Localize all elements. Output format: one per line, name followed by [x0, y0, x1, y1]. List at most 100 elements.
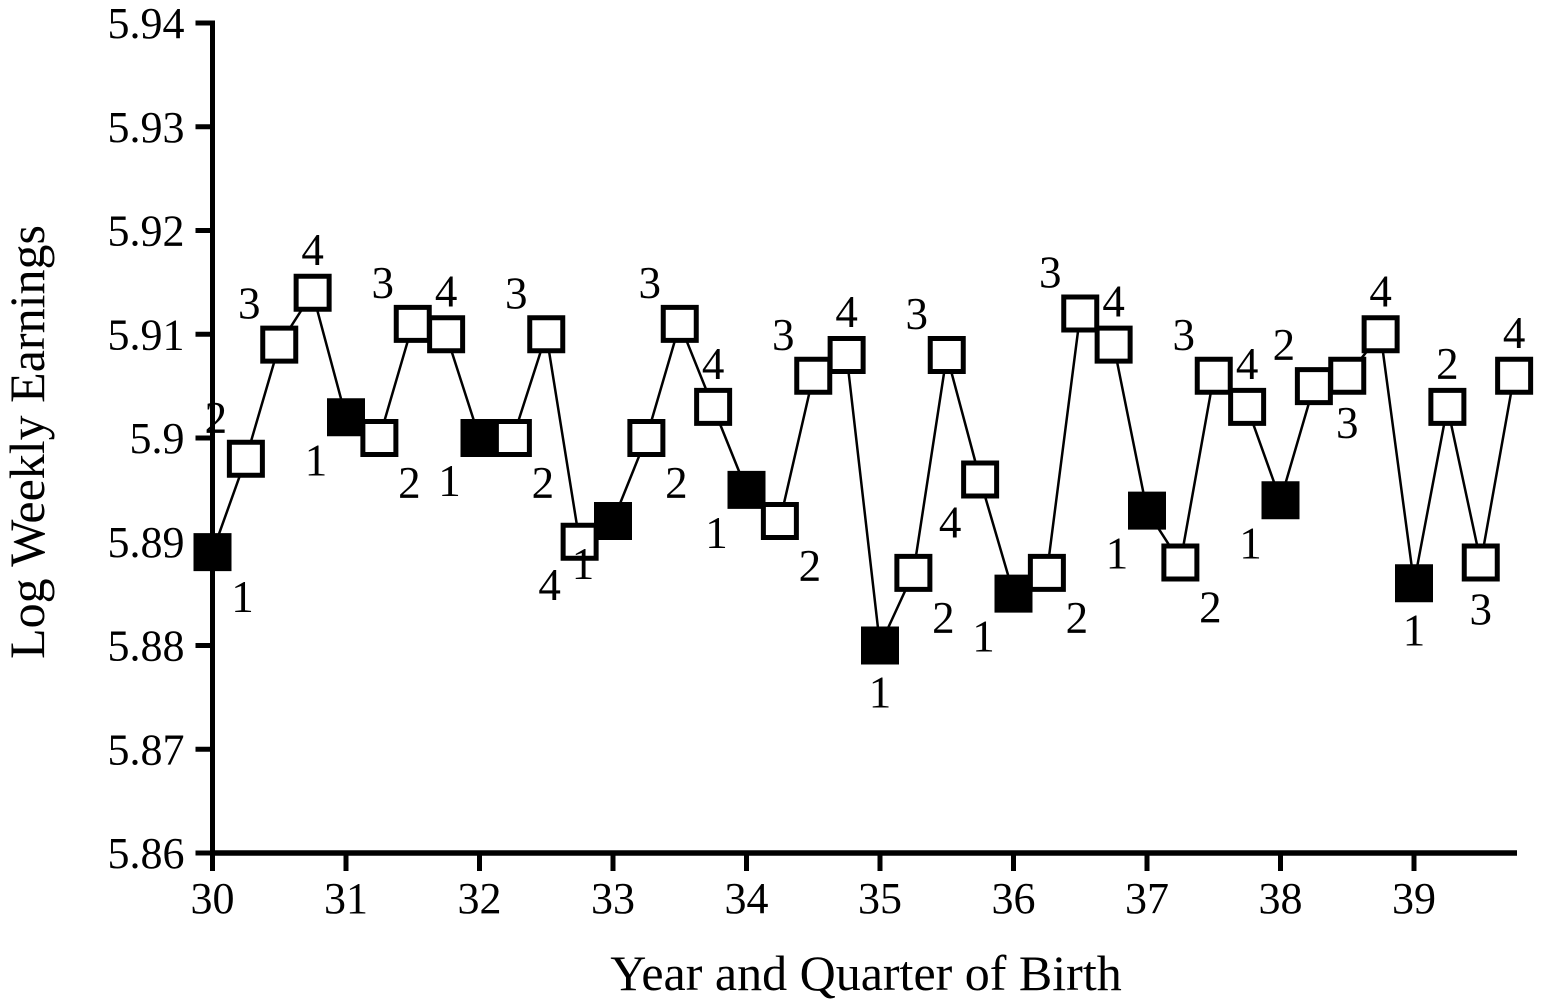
- quarter-open-marker: [226, 439, 265, 478]
- quarter-number-label: 3: [1039, 248, 1062, 298]
- quarter-number-label: 3: [372, 258, 395, 308]
- quarter-open-marker: [660, 304, 699, 343]
- quarter-open-marker: [1027, 553, 1066, 592]
- quarter-open-marker: [894, 553, 933, 592]
- quarter-open-marker: [1495, 356, 1534, 395]
- quarter-open-marker: [1061, 294, 1100, 333]
- quarter1-filled-marker: [193, 533, 232, 572]
- quarter-number-label: 3: [1470, 585, 1493, 635]
- quarter1-filled-marker: [1128, 491, 1166, 530]
- quarter-number-label: 2: [665, 458, 688, 508]
- quarter1-filled-marker: [727, 470, 766, 509]
- quarter-open-marker: [1461, 543, 1500, 582]
- x-tick-label: 32: [458, 874, 502, 923]
- x-tick-label: 34: [725, 874, 769, 923]
- quarter-number-label: 2: [398, 458, 421, 508]
- quarter-number-label: 1: [705, 508, 728, 558]
- quarter-number-label: 4: [1236, 339, 1259, 389]
- quarter-number-label: 2: [1199, 583, 1222, 633]
- x-tick-label: 39: [1392, 874, 1436, 923]
- x-tick-label: 31: [324, 874, 368, 923]
- quarter-open-marker: [694, 387, 733, 426]
- quarter-number-label: 2: [1273, 320, 1296, 370]
- quarter-open-marker: [493, 419, 532, 457]
- y-tick-label: 5.86: [108, 829, 185, 878]
- quarter-open-marker: [1161, 543, 1200, 582]
- quarter-open-marker: [427, 315, 466, 354]
- quarter-open-marker: [560, 522, 599, 561]
- quarter-number-label: 4: [301, 225, 324, 275]
- quarter-number-label: 2: [932, 593, 955, 643]
- x-tick-label: 30: [191, 874, 235, 923]
- quarter-number-label: 1: [231, 572, 254, 622]
- quarter-number-label: 3: [238, 279, 261, 329]
- quarter-open-marker: [1361, 315, 1400, 354]
- quarter-open-marker: [927, 336, 966, 374]
- y-tick-label: 5.92: [108, 207, 185, 256]
- quarter-number-label: 3: [1173, 310, 1196, 360]
- quarter-open-marker: [1428, 387, 1467, 426]
- quarter-open-marker: [293, 273, 332, 312]
- x-tick-label: 37: [1125, 874, 1169, 923]
- quarter-number-label: 4: [538, 560, 561, 610]
- quarter-open-marker: [527, 315, 566, 354]
- quarter-number-label: 2: [799, 541, 822, 591]
- quarter-number-label: 4: [702, 339, 725, 389]
- y-tick-label: 5.9: [130, 414, 185, 463]
- quarter-number-label: 2: [205, 393, 228, 443]
- quarter-number-label: 3: [1336, 398, 1359, 448]
- quarter1-filled-marker: [327, 398, 365, 437]
- quarter-number-label: 4: [939, 498, 962, 548]
- quarter-open-marker: [627, 419, 666, 457]
- quarter-number-label: 1: [438, 456, 461, 506]
- quarter-open-marker: [794, 356, 833, 395]
- quarter-number-label: 2: [1066, 593, 1089, 643]
- quarter-open-marker: [827, 336, 866, 374]
- quarter-open-marker: [961, 460, 1000, 499]
- quarter-number-label: 4: [1369, 266, 1392, 316]
- quarter-open-marker: [393, 304, 432, 343]
- quarter-number-label: 1: [1239, 518, 1262, 568]
- quarter-number-label: 3: [906, 289, 929, 339]
- x-tick-label: 36: [992, 874, 1036, 923]
- y-tick-label: 5.89: [108, 518, 185, 567]
- y-tick-label: 5.91: [108, 310, 185, 359]
- quarter-open-marker: [260, 325, 299, 364]
- quarter-open-marker: [360, 419, 399, 457]
- quarter-number-label: 2: [532, 458, 555, 508]
- x-axis-title: Year and Quarter of Birth: [610, 945, 1121, 1001]
- quarter-number-label: 4: [835, 287, 858, 337]
- quarter-open-marker: [1194, 356, 1233, 395]
- y-axis-title: Log Weekly Earnings: [0, 225, 55, 659]
- quarter1-filled-marker: [1395, 564, 1433, 603]
- quarter1-filled-marker: [861, 626, 899, 665]
- quarter-number-label: 2: [1436, 339, 1459, 389]
- quarter-number-label: 3: [639, 258, 662, 308]
- y-tick-label: 5.87: [108, 725, 185, 774]
- quarter-number-label: 1: [972, 612, 995, 662]
- y-tick-label: 5.93: [108, 103, 185, 152]
- y-tick-label: 5.94: [108, 0, 185, 48]
- quarter-open-marker: [1094, 325, 1133, 364]
- quarter-number-label: 1: [572, 539, 595, 589]
- quarter-open-marker: [1328, 356, 1367, 395]
- quarter-number-label: 1: [1403, 605, 1426, 655]
- quarter1-filled-marker: [994, 574, 1033, 613]
- quarter-open-marker: [1228, 387, 1267, 426]
- quarter-number-label: 4: [1503, 308, 1526, 358]
- quarter-number-label: 1: [305, 435, 328, 485]
- y-tick-label: 5.88: [108, 622, 185, 671]
- x-tick-label: 33: [591, 874, 635, 923]
- quarter-number-label: 4: [1102, 277, 1125, 327]
- quarter-open-marker: [760, 502, 799, 540]
- quarter-number-label: 4: [435, 266, 458, 316]
- quarter-number-label: 1: [869, 668, 892, 718]
- quarter-number-label: 3: [772, 310, 795, 360]
- quarter-open-marker: [1294, 367, 1333, 406]
- quarter1-filled-marker: [460, 419, 499, 457]
- x-tick-label: 38: [1259, 874, 1303, 923]
- quarter1-filled-marker: [1261, 481, 1300, 520]
